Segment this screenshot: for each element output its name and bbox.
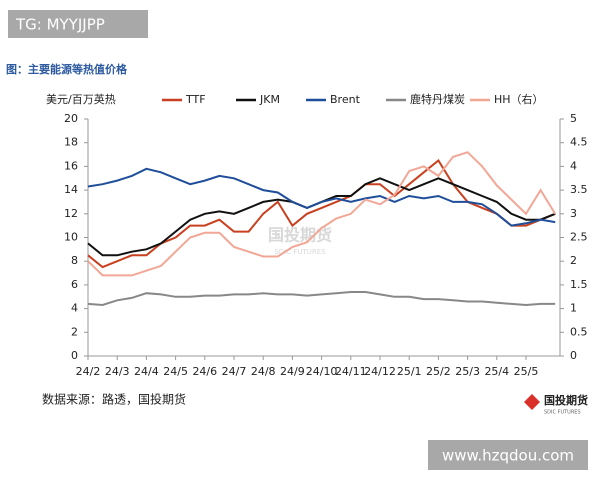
legend-label: 鹿特丹煤炭 bbox=[410, 92, 465, 106]
x-tick-label: 25/4 bbox=[484, 365, 509, 378]
tag: TG: MYYJJPP bbox=[15, 16, 105, 34]
y2-tick-label: 5 bbox=[570, 112, 577, 125]
y-axis-label: 美元/百万英热 bbox=[46, 92, 116, 106]
y2-tick-label: 0.5 bbox=[570, 325, 588, 338]
x-tick-label: 24/2 bbox=[76, 365, 101, 378]
url-box bbox=[428, 440, 588, 470]
x-tick-label: 24/4 bbox=[134, 365, 159, 378]
tag-box bbox=[8, 10, 148, 38]
watermark-sub: SDIC FUTURES bbox=[274, 248, 326, 256]
series-line bbox=[87, 159, 556, 269]
x-tick-label: 25/1 bbox=[397, 365, 422, 378]
x-tick-label: 24/9 bbox=[280, 365, 305, 378]
logo-icon bbox=[524, 394, 540, 410]
y-tick-label: 8 bbox=[71, 254, 78, 267]
series-line bbox=[87, 167, 556, 227]
x-tick-label: 24/3 bbox=[105, 365, 130, 378]
x-tick-label: 25/5 bbox=[514, 365, 539, 378]
y-tick-label: 10 bbox=[64, 231, 78, 244]
y-tick-label: 12 bbox=[64, 207, 78, 220]
y-tick-label: 0 bbox=[71, 349, 78, 362]
y2-tick-label: 0 bbox=[570, 349, 577, 362]
y-tick-label: 18 bbox=[64, 136, 78, 149]
legend-label: JKM bbox=[259, 93, 280, 106]
x-tick-label: 24/8 bbox=[251, 365, 276, 378]
y2-tick-label: 4 bbox=[570, 159, 577, 172]
watermark: 国投期货 bbox=[268, 226, 332, 245]
y-tick-label: 16 bbox=[64, 159, 78, 172]
x-tick-label: 24/11 bbox=[335, 365, 367, 378]
legend-label: HH（右） bbox=[494, 92, 544, 106]
y2-tick-label: 3.5 bbox=[570, 183, 588, 196]
y2-tick-label: 4.5 bbox=[570, 136, 588, 149]
x-tick-label: 24/7 bbox=[222, 365, 247, 378]
url: www.hzqdou.com bbox=[442, 447, 574, 465]
logo-sub: SDIC FUTURES bbox=[544, 410, 581, 416]
y-tick-label: 20 bbox=[64, 112, 78, 125]
x-tick-label: 24/5 bbox=[163, 365, 188, 378]
series-line bbox=[87, 291, 556, 307]
y-tick-label: 6 bbox=[71, 278, 78, 291]
x-tick-label: 25/3 bbox=[455, 365, 480, 378]
y-tick-label: 4 bbox=[71, 302, 78, 315]
y2-tick-label: 1 bbox=[570, 302, 577, 315]
legend-label: TTF bbox=[185, 93, 206, 106]
y2-tick-label: 2 bbox=[570, 254, 577, 267]
y2-tick-label: 1.5 bbox=[570, 278, 588, 291]
y-tick-label: 14 bbox=[64, 183, 78, 196]
caption: 图：主要能源等热值价格 bbox=[6, 62, 128, 76]
series-line bbox=[87, 151, 557, 277]
y2-tick-label: 3 bbox=[570, 207, 577, 220]
x-tick-label: 24/10 bbox=[306, 365, 338, 378]
y-tick-label: 2 bbox=[71, 325, 78, 338]
y2-tick-label: 2.5 bbox=[570, 231, 588, 244]
legend-label: Brent bbox=[330, 93, 361, 106]
x-tick-label: 24/6 bbox=[192, 365, 217, 378]
logo: 国投期货 bbox=[544, 393, 588, 407]
x-tick-label: 25/2 bbox=[426, 365, 451, 378]
source: 数据来源：路透，国投期货 bbox=[42, 392, 186, 407]
x-tick-label: 24/12 bbox=[364, 365, 396, 378]
